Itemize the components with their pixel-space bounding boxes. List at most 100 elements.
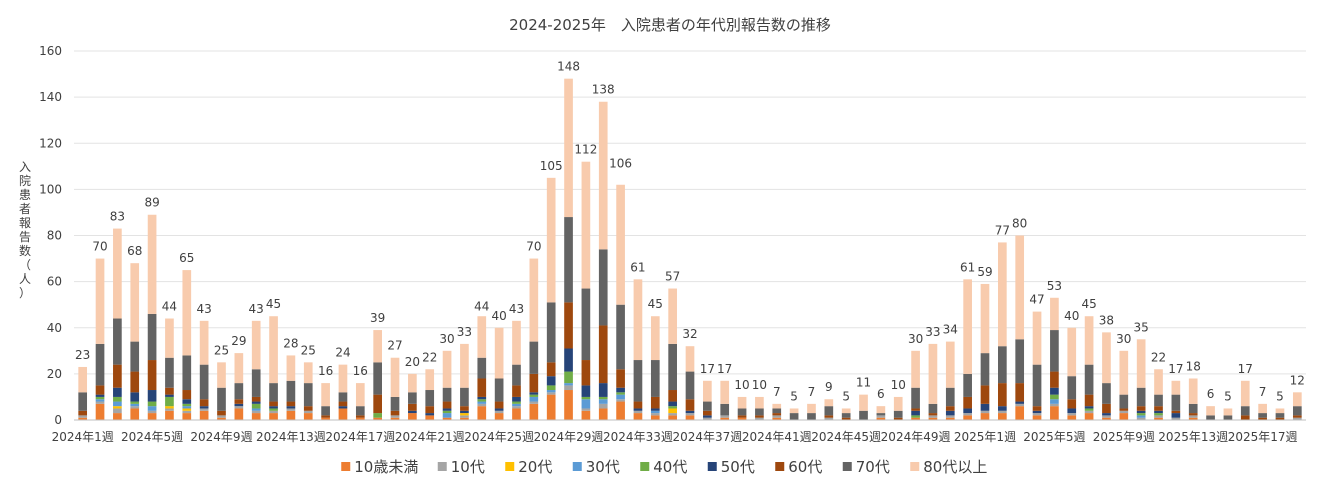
bar-segment [633, 401, 643, 409]
bar-segment [668, 343, 677, 391]
total-label: 27 [387, 339, 402, 353]
bar-segment [1136, 415, 1146, 418]
bar-segment [1032, 311, 1042, 365]
total-label: 77 [995, 223, 1010, 237]
bar-segment [876, 415, 886, 418]
bar-segment [338, 364, 348, 393]
total-label: 83 [110, 210, 125, 224]
bar-segment [650, 413, 660, 416]
bar-segment [234, 399, 244, 404]
legend-label: 30代 [586, 458, 620, 476]
bar-segment [1136, 413, 1146, 416]
bar-segment [460, 387, 469, 407]
bar-segment [911, 415, 920, 418]
total-label: 9 [825, 380, 833, 394]
bar-segment [1171, 394, 1181, 411]
bar-segment [1223, 408, 1233, 416]
total-label: 5 [842, 389, 850, 403]
bar-segment [1292, 417, 1302, 420]
total-label: 30 [1116, 332, 1131, 346]
bar-segment [755, 408, 764, 416]
total-label: 17 [1168, 362, 1183, 376]
bar-segment [616, 392, 625, 395]
bar-segment [373, 330, 382, 363]
total-label: 57 [665, 270, 680, 284]
bar-segment [945, 406, 955, 411]
bar-segment [703, 380, 712, 402]
bar-segment [130, 401, 140, 404]
bar-segment [598, 383, 608, 397]
bar-segment [78, 415, 88, 418]
bar-segment [685, 346, 695, 372]
total-label: 33 [925, 325, 940, 339]
bar-segment [616, 394, 625, 400]
bar-segment [546, 390, 556, 393]
legend-swatch [842, 462, 852, 471]
bar-segment [581, 408, 591, 411]
bar-segment [355, 406, 365, 416]
bar-segment [1154, 369, 1163, 395]
bar-segment [286, 406, 296, 409]
bar-segment [199, 410, 209, 420]
bar-segment [824, 399, 834, 407]
total-label: 6 [877, 387, 885, 401]
bar-segment [928, 343, 938, 404]
bar-segment [633, 410, 643, 414]
bar-segment [217, 417, 226, 420]
total-label: 25 [214, 343, 229, 357]
bar-segment [911, 387, 920, 409]
total-label: 61 [630, 260, 645, 274]
bar-segment [1050, 387, 1059, 395]
total-label: 34 [943, 323, 958, 337]
bar-segment [1292, 392, 1302, 407]
bar-segment [650, 396, 660, 409]
total-label: 40 [1064, 309, 1079, 323]
bar-segment [1119, 394, 1129, 409]
bar-segment [234, 383, 244, 400]
bar-segment [165, 318, 174, 358]
total-label: 35 [1134, 320, 1149, 334]
bar-segment [251, 408, 261, 411]
x-tick-label: 2025年9週 [1093, 430, 1155, 444]
total-label: 16 [318, 364, 333, 378]
bar-segment [928, 413, 938, 416]
bar-segment [1084, 406, 1094, 409]
bar-segment [95, 396, 105, 400]
bar-segment [269, 408, 278, 411]
bar-segment [685, 371, 695, 400]
bar-segment [1067, 415, 1077, 420]
bar-segment [286, 380, 296, 402]
bar-segment [113, 413, 122, 420]
bar-segment [859, 410, 868, 420]
bar-segment [269, 401, 278, 407]
bar-segment [1067, 327, 1077, 377]
y-tick-label: 20 [47, 367, 62, 381]
bar-segment [1102, 415, 1111, 418]
legend-item: 70代 [842, 458, 890, 476]
x-tick-label: 2024年33週 [603, 430, 673, 444]
bar-segment [598, 325, 608, 384]
bar-segment [720, 415, 730, 418]
bar-segment [165, 394, 174, 397]
bar-segment [408, 373, 417, 393]
legend-item: 50代 [707, 458, 755, 476]
bar-segment [945, 410, 955, 416]
bar-segment [217, 362, 226, 388]
bar-segment [859, 394, 868, 411]
bar-segment [1154, 406, 1163, 411]
total-label: 43 [196, 302, 211, 316]
total-label: 18 [1186, 359, 1201, 373]
bar-segment [1258, 413, 1267, 418]
bar-segment [1136, 387, 1146, 407]
bar-segment [1015, 403, 1025, 407]
bar-segment [998, 346, 1007, 384]
bar-segment [199, 399, 209, 407]
bar-segment [321, 383, 330, 407]
bar-segment [494, 413, 504, 420]
bar-segment [703, 401, 712, 411]
bar-segment [1154, 413, 1163, 416]
bar-segment [546, 362, 556, 377]
bar-segment [529, 396, 539, 402]
bar-segment [529, 341, 539, 374]
bar-segment [269, 406, 278, 409]
